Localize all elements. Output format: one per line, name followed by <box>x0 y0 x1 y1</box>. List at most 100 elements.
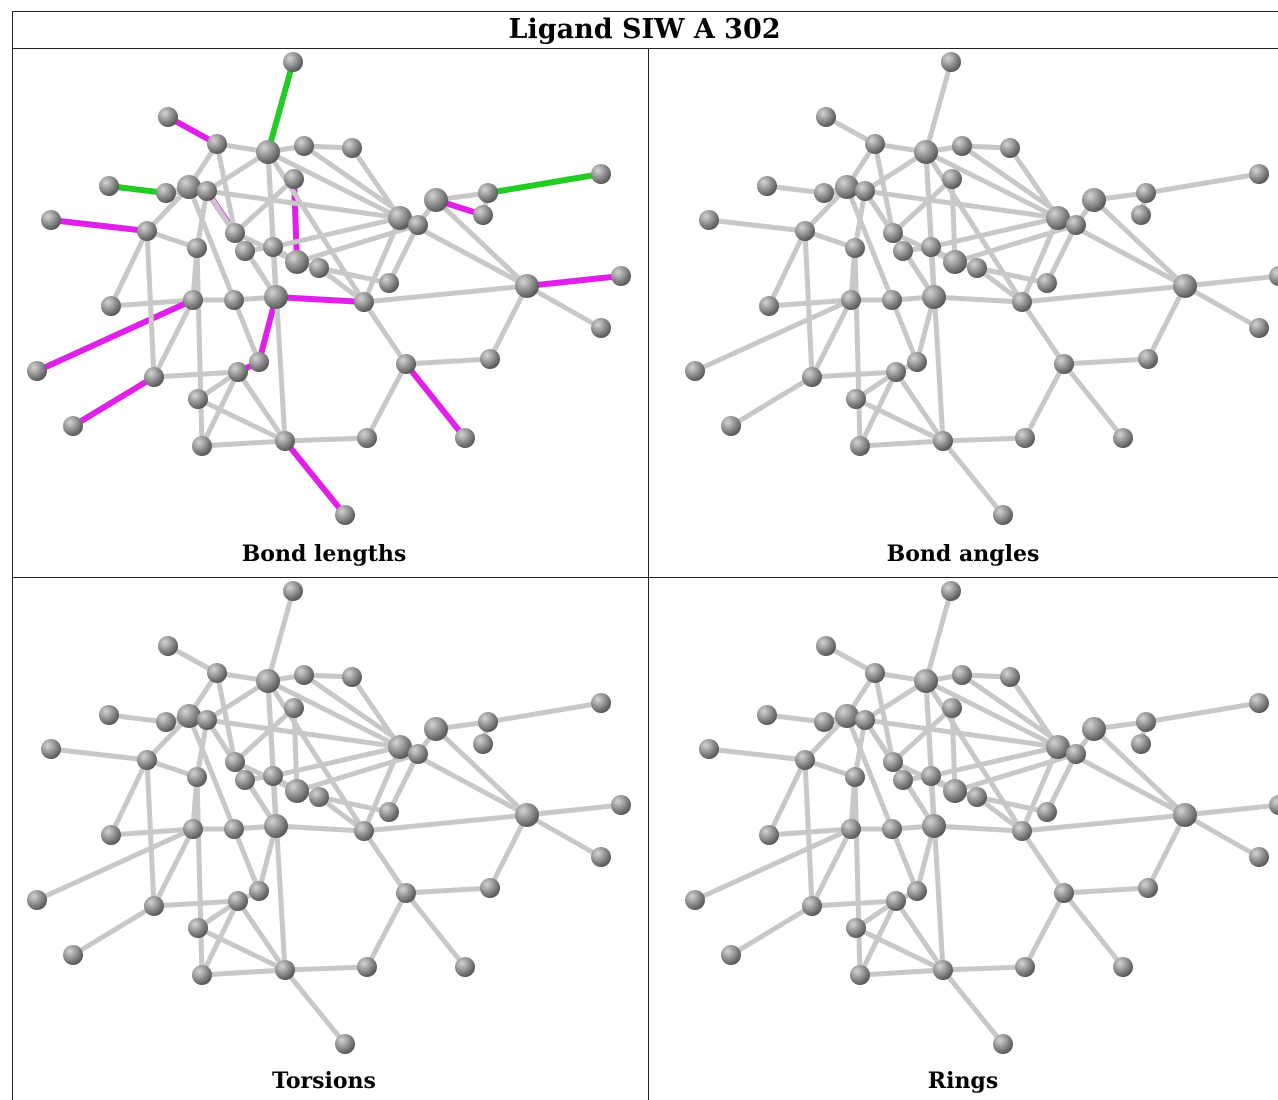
atom <box>1249 693 1269 713</box>
bond <box>1022 890 1067 970</box>
atom <box>685 361 705 381</box>
outlier-bond-magenta <box>273 294 367 305</box>
atom <box>933 431 953 451</box>
atom <box>285 779 309 803</box>
molecule-view-bond-lengths <box>27 52 631 525</box>
atom <box>882 290 902 310</box>
bond <box>931 823 1025 834</box>
bond <box>952 751 1079 794</box>
panel-torsions: Torsions <box>0 577 648 1100</box>
bond <box>108 757 150 838</box>
bond <box>923 59 954 155</box>
bond <box>928 744 1061 779</box>
atom <box>845 238 865 258</box>
atom <box>183 819 203 839</box>
atom <box>354 821 374 841</box>
bond <box>857 967 946 978</box>
bond <box>728 374 815 429</box>
panel-bond-angles: Bond angles <box>648 48 1278 577</box>
atom <box>309 258 329 278</box>
atom <box>335 1034 355 1054</box>
atom <box>478 183 498 203</box>
outlier-bond-magenta <box>34 297 196 374</box>
atom <box>275 431 295 451</box>
atom <box>249 352 269 372</box>
atom <box>27 361 47 381</box>
atom <box>197 710 217 730</box>
atom <box>41 739 61 759</box>
atom <box>1012 821 1032 841</box>
atom <box>396 883 416 903</box>
atom <box>846 389 866 409</box>
bond <box>844 713 920 894</box>
atom <box>952 136 972 156</box>
bond <box>204 149 271 194</box>
bond <box>282 435 370 444</box>
atom <box>455 428 475 448</box>
bond <box>974 794 1050 815</box>
bond <box>232 176 297 236</box>
border-row-divider <box>12 577 1278 578</box>
atom <box>197 181 217 201</box>
bond <box>1143 700 1262 725</box>
bond <box>316 265 392 286</box>
bond <box>1145 812 1188 891</box>
bond <box>1143 171 1262 196</box>
bond <box>70 903 157 958</box>
bond <box>890 176 955 236</box>
atom <box>1173 803 1197 827</box>
atom <box>1066 215 1086 235</box>
atom <box>802 367 822 387</box>
atom <box>1136 712 1156 732</box>
atom <box>933 960 953 980</box>
bond <box>1145 283 1188 362</box>
atom <box>941 52 961 72</box>
bond <box>940 964 1028 973</box>
bond <box>265 678 367 834</box>
bond <box>692 826 854 903</box>
outlier-bond-magenta <box>48 217 150 234</box>
bond <box>232 705 297 765</box>
bond <box>1019 283 1188 305</box>
atom <box>1269 266 1278 286</box>
border-left <box>12 11 13 1100</box>
bond <box>923 588 954 684</box>
atom <box>943 779 967 803</box>
atom <box>914 669 938 693</box>
bond <box>265 588 296 684</box>
bond <box>940 435 1028 444</box>
bond <box>1182 812 1262 860</box>
atom <box>865 134 885 154</box>
bond <box>940 438 1006 518</box>
atom <box>249 881 269 901</box>
atom <box>187 767 207 787</box>
atom <box>408 744 428 764</box>
atom <box>1046 206 1070 230</box>
bond <box>195 396 288 444</box>
atom <box>922 285 946 309</box>
bond <box>48 746 150 763</box>
bond <box>862 188 1061 221</box>
bond <box>844 184 920 365</box>
bond <box>862 717 1061 750</box>
atom <box>188 389 208 409</box>
atom <box>224 290 244 310</box>
atom <box>1249 164 1269 184</box>
atom <box>1249 318 1269 338</box>
atom <box>591 318 611 338</box>
atom <box>264 814 288 838</box>
atom <box>1131 734 1151 754</box>
bond <box>1061 361 1126 441</box>
panel-bond-lengths: Bond lengths <box>0 48 648 577</box>
panel-caption: Rings <box>927 1068 999 1094</box>
atom <box>816 107 836 127</box>
atom <box>285 250 309 274</box>
atom <box>886 362 906 382</box>
panel-rings: Rings <box>648 577 1278 1100</box>
bond <box>361 283 530 305</box>
bond <box>1091 197 1188 289</box>
atom <box>952 665 972 685</box>
atom <box>1015 957 1035 977</box>
atom <box>284 698 304 718</box>
bond <box>809 297 854 380</box>
